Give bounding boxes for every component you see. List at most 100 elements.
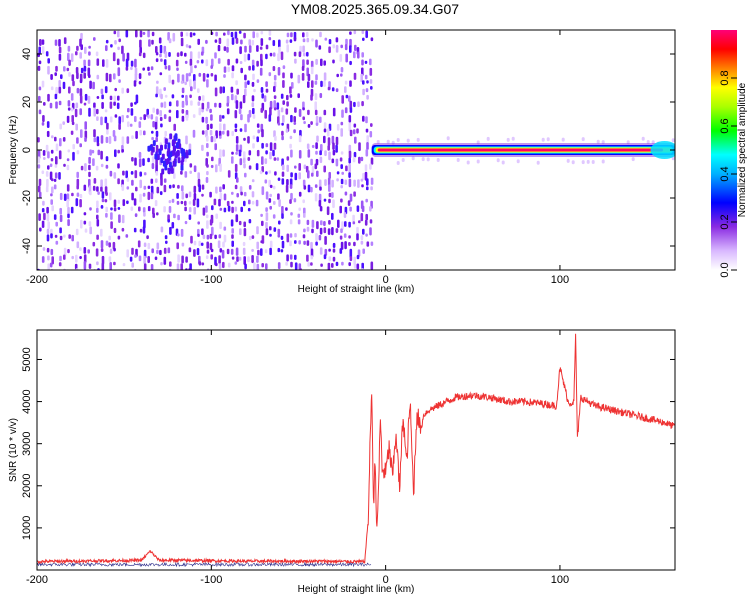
heatmap-cell [37, 52, 40, 58]
heatmap-cell [96, 108, 99, 115]
heatmap-cell [96, 214, 99, 220]
heatmap-cell [192, 114, 196, 118]
heatmap-cell [349, 193, 353, 202]
heatmap-cell [347, 200, 351, 206]
heatmap-cell [135, 30, 138, 38]
heatmap-cell [117, 30, 120, 38]
heatmap-cell [236, 193, 239, 198]
heatmap-cell [147, 145, 151, 152]
heatmap-cell [345, 165, 348, 172]
heatmap-cell [105, 206, 108, 213]
heatmap-cell [320, 58, 323, 67]
heatmap-cell [289, 135, 293, 140]
heatmap-cell [201, 228, 204, 236]
heatmap-cell [58, 262, 62, 267]
heatmap-cell [181, 87, 185, 94]
heatmap-cell [277, 53, 280, 62]
heatmap-cell [261, 129, 264, 138]
heatmap-cell [55, 156, 58, 165]
heatmap-cell [307, 149, 311, 158]
heatmap-cell [365, 88, 369, 93]
heatmap-cell [50, 149, 54, 154]
heatmap-cell [83, 261, 87, 270]
heatmap-cell [218, 102, 222, 108]
heatmap-cell [63, 193, 67, 201]
heatmap-cell [75, 67, 79, 74]
heatmap-cell [71, 74, 75, 82]
heatmap-cell [251, 248, 254, 252]
heatmap-cell [71, 192, 74, 197]
heatmap-cell [349, 256, 353, 262]
heatmap-cell [319, 186, 322, 191]
heatmap-cell [66, 115, 70, 123]
x-tick-label: -100 [200, 574, 222, 586]
heatmap-cell [339, 157, 343, 162]
heatmap-cell [319, 206, 323, 212]
heatmap-cell [353, 241, 356, 247]
heatmap-cell [209, 129, 213, 136]
heatmap-cell [353, 123, 357, 128]
heatmap-cell [244, 74, 247, 81]
x-tick-label: 100 [551, 274, 569, 286]
heatmap-cell [161, 153, 165, 160]
heatmap-cell [240, 67, 243, 74]
heatmap-cell [142, 67, 145, 71]
heatmap-cell [352, 156, 356, 163]
heatmap-cell [315, 150, 318, 155]
heatmap-cell [302, 234, 306, 239]
heatmap-cell [87, 249, 90, 254]
heatmap-cell [177, 214, 180, 221]
heatmap-cell [160, 262, 163, 266]
heatmap-cell [268, 198, 272, 203]
heatmap-cell [96, 186, 99, 192]
heatmap-cell [340, 151, 344, 155]
heatmap-cell [101, 191, 105, 199]
heatmap-cell [248, 235, 252, 241]
heatmap-cell [344, 107, 348, 114]
heatmap-cell [240, 206, 243, 213]
heatmap-cell [221, 115, 225, 119]
heatmap-cell [243, 163, 246, 169]
heatmap-cell [235, 100, 239, 109]
heatmap-cell [265, 212, 269, 221]
heatmap-cell [125, 58, 129, 68]
heatmap-cell [155, 158, 158, 167]
heatmap-cell [147, 157, 150, 163]
heatmap-cell [161, 168, 165, 175]
heatmap-cell [328, 256, 332, 262]
heatmap-cell [75, 254, 78, 263]
heatmap-cell [70, 93, 74, 101]
heatmap-cell [46, 247, 50, 253]
heatmap-cell [361, 30, 365, 35]
heatmap-cell [143, 263, 147, 270]
heatmap-cell [265, 221, 268, 229]
heatmap-cell [54, 93, 58, 100]
heatmap-cell [53, 178, 57, 182]
heatmap-cell [318, 45, 322, 50]
heatmap-cell [360, 156, 364, 162]
heatmap-cell [311, 38, 314, 42]
heatmap-cell [314, 101, 317, 111]
heatmap-cell [265, 44, 269, 50]
heatmap-cell [314, 193, 318, 202]
heatmap-cell [87, 95, 91, 104]
heatmap-cell [139, 193, 142, 203]
heatmap-cell [293, 51, 297, 57]
heatmap-cell [324, 150, 327, 157]
heatmap-cell [41, 39, 45, 45]
heatmap-cell [175, 142, 179, 149]
heatmap-cell [396, 161, 400, 165]
heatmap-cell [307, 124, 311, 128]
heatmap-cell [92, 158, 95, 167]
heatmap-cell [121, 214, 125, 224]
heatmap-cell [265, 191, 269, 200]
heatmap-cell [122, 199, 126, 207]
heatmap-cell [66, 158, 70, 162]
heatmap-cell [366, 142, 369, 150]
heatmap-cell [83, 102, 87, 106]
heatmap-cell [168, 38, 172, 44]
heatmap-cell [143, 172, 147, 176]
heatmap-cell [38, 86, 42, 91]
heatmap-cell [226, 248, 230, 255]
heatmap-cell [164, 164, 168, 171]
